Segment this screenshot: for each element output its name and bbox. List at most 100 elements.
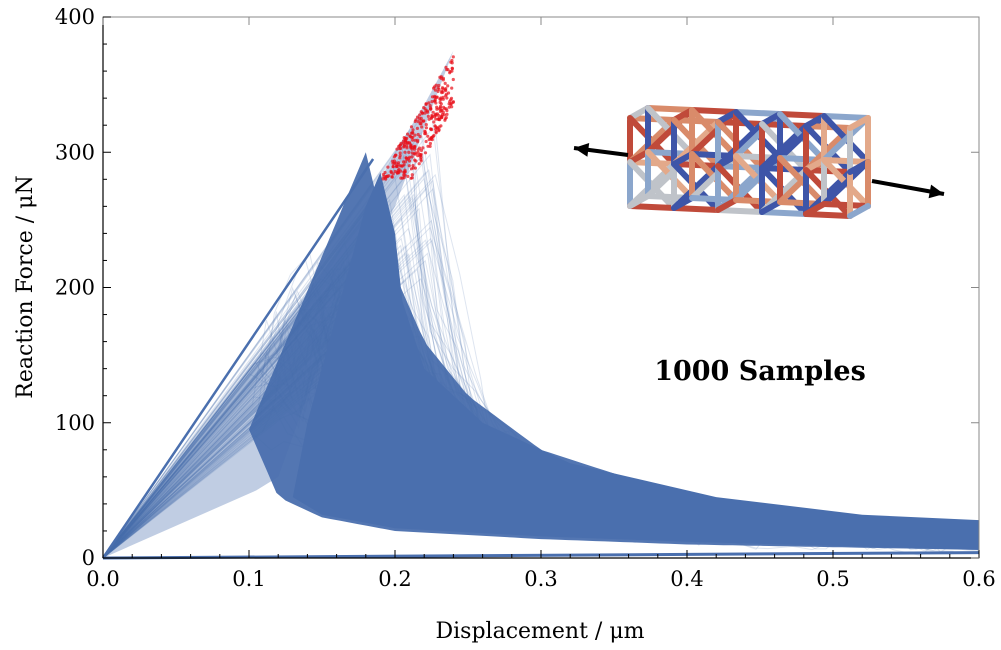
peak-point [425,109,430,113]
peak-point [433,113,437,117]
peak-point [435,107,439,111]
peak-point [435,95,439,99]
lattice-strut [759,121,809,129]
peak-point [419,122,423,126]
peak-point [446,84,450,88]
peak-point [413,158,417,162]
peak-point [434,131,438,135]
peak-point [418,113,422,117]
lattice-strut [671,117,721,125]
peak-point [396,161,401,165]
y-tick-label: 400 [55,5,95,29]
peak-point [419,155,423,159]
peak-point [447,105,451,109]
peak-point [398,151,402,155]
peak-point [448,71,452,75]
peak-point [397,144,401,149]
lattice-strut [627,115,677,123]
peak-point [419,119,424,123]
lattice-strut [803,211,853,219]
peak-point [430,115,434,119]
peak-point [402,170,406,174]
peak-point [422,106,426,110]
peak-point [450,105,454,109]
peak-point [386,165,390,169]
lattice-strut [803,167,853,175]
peak-point [403,136,407,141]
peak-point [403,173,407,177]
peak-point [451,55,455,59]
peak-point [450,66,454,70]
peak-point [401,164,405,168]
peak-point [440,89,444,93]
peak-point [428,141,432,146]
peak-point [410,135,414,140]
peak-point [381,172,386,177]
peak-point [409,167,413,171]
peak-point [390,175,394,179]
lattice-strut [821,157,871,165]
peak-point [423,129,427,133]
peak-point [398,154,402,158]
lattice-strut [777,111,827,119]
peak-point [385,174,389,178]
peak-point [411,131,415,135]
peak-point [415,126,419,130]
x-tick-label: 0.2 [378,567,411,591]
lattice-strut [733,109,783,117]
x-axis-ticks: 0.0 0.1 0.2 0.3 0.4 0.5 0.6 [86,17,996,591]
peak-point [430,100,434,104]
peak-point [416,120,421,124]
peak-point [438,106,442,110]
peak-point [409,125,414,129]
peak-point [417,162,421,166]
y-tick-label: 100 [55,411,95,435]
peak-point [416,132,420,137]
peak-point [427,101,431,105]
peak-point [384,177,388,181]
peak-point [416,150,420,155]
lattice-strut [671,205,721,213]
peak-point [442,105,446,109]
peak-point [418,134,422,139]
x-tick-label: 0.3 [524,567,557,591]
peak-point [431,110,435,114]
peak-point [395,147,399,151]
core-band [292,172,979,550]
peak-point [423,151,428,155]
peak-point [394,164,399,168]
peak-point [439,102,443,106]
peak-point [402,176,406,180]
lattice-strut [715,119,765,127]
peak-point [432,120,436,124]
peak-point [414,118,418,122]
peak-point [432,86,436,90]
peak-point [441,76,445,80]
x-axis-label: Displacement / μm [436,619,645,644]
lattice-strut [715,207,765,215]
peak-point [394,161,398,165]
peak-point [429,107,433,111]
peak-point [406,132,410,136]
peak-point [413,145,417,150]
peak-point [439,108,443,112]
peak-point [429,136,433,140]
y-axis-ticks: 0 100 200 300 400 [55,5,979,570]
peak-point [426,134,430,138]
peak-point [401,160,405,164]
peak-point [410,151,414,155]
lattice-strut [627,203,677,211]
peak-point [416,140,420,144]
peak-point [445,96,449,100]
y-axis-label: Reaction Force / μN [13,175,38,398]
peak-point [439,97,443,102]
peak-point [411,164,415,168]
x-tick-label: 0.5 [816,567,849,591]
lattice-strut [645,105,695,113]
peak-point [410,173,414,177]
peak-point [445,68,449,72]
y-tick-label: 0 [82,546,95,570]
y-tick-label: 300 [55,140,95,164]
tension-arrowhead [928,184,944,199]
tension-arrowhead [574,142,590,157]
